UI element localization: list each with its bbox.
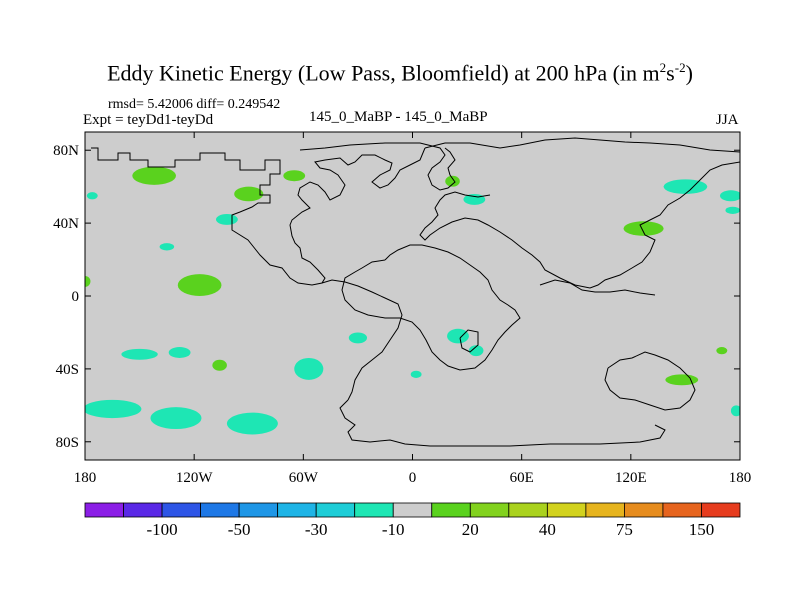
colorbar-swatch [546, 502, 587, 518]
colorbar: -100 -50 -30 -10 20 40 75 150 [84, 502, 741, 539]
data-patch [159, 243, 175, 251]
colorbar-swatch [392, 502, 433, 518]
data-patch [623, 221, 664, 236]
data-patch [212, 359, 227, 371]
data-patch [234, 186, 264, 202]
data-patch [716, 347, 728, 355]
x-tick-label: 120W [176, 470, 214, 486]
colorbar-swatch [84, 502, 124, 518]
colorbar-swatch [200, 502, 240, 518]
experiment-label: Expt = teyDd1-teyDd [83, 112, 214, 128]
colorbar-swatch [662, 502, 702, 518]
coastline-africa [341, 244, 521, 371]
colorbar-label: 20 [462, 520, 479, 539]
plot-title: Eddy Kinetic Energy (Low Pass, Bloomfiel… [0, 60, 800, 86]
colorbar-label: 150 [689, 520, 715, 539]
data-patch [86, 192, 98, 200]
colorbar-swatch [624, 502, 664, 518]
data-patch [121, 348, 158, 360]
coastline-north-america [91, 147, 426, 286]
y-tick-label: 80S [56, 435, 79, 451]
season-label: JJA [716, 112, 739, 128]
title-sup2: -2 [674, 60, 686, 75]
data-patch [168, 347, 191, 358]
colorbar-swatch [469, 502, 510, 518]
colorbar-label: -100 [146, 520, 177, 539]
data-patch [177, 274, 222, 297]
coastline-greenland [299, 142, 456, 191]
x-tick-label: 60W [289, 470, 319, 486]
colorbar-swatch [315, 502, 356, 518]
colorbar-label: -10 [382, 520, 405, 539]
data-patch [730, 405, 740, 417]
colorbar-swatch [123, 502, 163, 518]
colorbar-label: 75 [616, 520, 633, 539]
data-patch [283, 170, 306, 182]
title-sup1: 2 [659, 60, 667, 75]
data-patch [663, 179, 708, 194]
colorbar-swatch [585, 502, 625, 518]
colorbar-swatch [431, 502, 471, 518]
data-patch [445, 175, 460, 187]
data-patch [447, 328, 469, 344]
colorbar-label: 40 [539, 520, 556, 539]
coastline-australia [604, 351, 696, 411]
coastline-eurasia [419, 137, 740, 289]
colorbar-swatch [701, 502, 741, 518]
title-end: ) [685, 60, 693, 86]
data-patch [216, 214, 238, 225]
colorbar-swatch [277, 502, 317, 518]
x-tick-label: 120E [615, 470, 647, 486]
data-patch [150, 407, 202, 430]
coastlines [91, 137, 740, 447]
colorbar-swatch [238, 502, 279, 518]
data-patch [665, 374, 699, 386]
data-patches [85, 166, 740, 435]
data-patch [294, 357, 324, 380]
y-tick-label: 0 [72, 289, 80, 305]
x-tick-label: 180 [729, 470, 752, 486]
data-patch [348, 332, 368, 344]
data-patch [85, 275, 91, 287]
colorbar-swatch [508, 502, 548, 518]
x-tick-label: 180 [74, 470, 97, 486]
data-patch [85, 399, 142, 419]
data-patch [410, 370, 422, 378]
center-label: 145_0_MaBP - 145_0_MaBP [309, 109, 488, 125]
y-tick-label: 40S [56, 362, 79, 378]
y-tick-label: 80N [53, 143, 79, 159]
coastline-madagascar [459, 329, 479, 353]
rmsd-diff-label: rmsd= 5.42006 diff= 0.249542 [108, 97, 281, 112]
colorbar-swatch [161, 502, 201, 518]
data-patch [132, 166, 176, 185]
plot-background [85, 132, 740, 460]
coastline-indonesia [539, 279, 656, 296]
data-patch [725, 206, 740, 215]
colorbar-swatch [354, 502, 394, 518]
x-tick-label: 60E [510, 470, 534, 486]
colorbar-label: -30 [305, 520, 328, 539]
coastline-south-america [321, 279, 403, 401]
title-main: Eddy Kinetic Energy (Low Pass, Bloomfiel… [107, 60, 660, 86]
coastline-antarctica [339, 399, 666, 447]
title-mid: s [666, 60, 675, 86]
data-patch [468, 345, 484, 357]
x-tick-label: 0 [409, 470, 417, 486]
data-patch [226, 412, 278, 435]
map-axes: 80N 40N 0 40S 80S 180 120W 60W 0 60E 120E 180 [53, 132, 751, 486]
data-patch [719, 190, 740, 202]
colorbar-label: -50 [228, 520, 251, 539]
y-tick-label: 40N [53, 216, 79, 232]
